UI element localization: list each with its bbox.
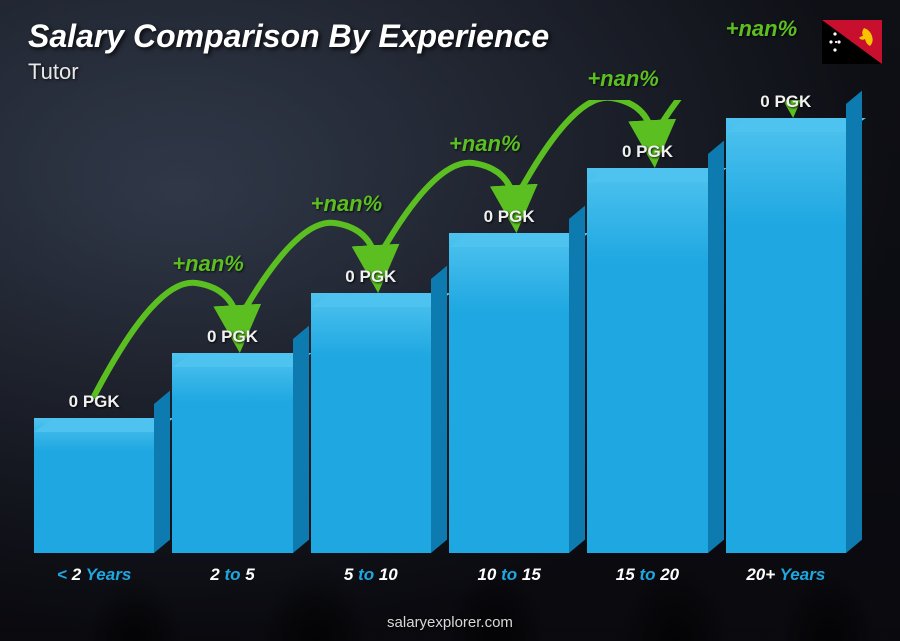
bar-slot: 0 PGK [311, 267, 431, 553]
bar-slot: 0 PGK [34, 392, 154, 553]
chart-subtitle: Tutor [28, 59, 549, 85]
bar-3d [311, 293, 431, 553]
bar-value-label: 0 PGK [484, 207, 535, 227]
bar-value-label: 0 PGK [207, 327, 258, 347]
category-label: < 2 Years [34, 565, 154, 585]
chart-area: +nan%+nan%+nan%+nan%+nan% 0 PGK0 PGK0 PG… [30, 100, 850, 581]
bar-side-face [431, 266, 447, 553]
bar-front-face [34, 418, 154, 553]
bar-slot: 0 PGK [587, 142, 707, 553]
category-labels-row: < 2 Years 2 to 5 5 to 10 10 to 15 15 to 20 20… [30, 565, 850, 585]
category-label: 20+ Years [726, 565, 846, 585]
bar-value-label: 0 PGK [760, 92, 811, 112]
bar-top-face [172, 353, 312, 367]
bar-front-face [311, 293, 431, 553]
bar-value-label: 0 PGK [69, 392, 120, 412]
bar-side-face [154, 391, 170, 553]
bar-value-label: 0 PGK [622, 142, 673, 162]
bar-front-face [449, 233, 569, 553]
chart-title: Salary Comparison By Experience [28, 18, 549, 55]
bar-side-face [293, 326, 309, 553]
bar-side-face [569, 206, 585, 553]
category-label: 5 to 10 [311, 565, 431, 585]
bar-front-face [587, 168, 707, 553]
papua-new-guinea-flag-icon [822, 20, 882, 64]
bar-top-face [587, 168, 727, 182]
bar-side-face [708, 141, 724, 553]
bar-3d [449, 233, 569, 553]
footer-credit: salaryexplorer.com [0, 614, 900, 631]
bar-slot: 0 PGK [172, 327, 292, 553]
bar-top-face [726, 118, 866, 132]
bar-value-label: 0 PGK [345, 267, 396, 287]
bar-front-face [172, 353, 292, 553]
title-block: Salary Comparison By Experience Tutor [28, 18, 549, 85]
bar-side-face [846, 91, 862, 553]
category-label: 10 to 15 [449, 565, 569, 585]
category-label: 2 to 5 [172, 565, 292, 585]
bar-3d [34, 418, 154, 553]
bar-slot: 0 PGK [449, 207, 569, 553]
bar-3d [726, 118, 846, 553]
bar-slot: 0 PGK [726, 92, 846, 553]
bar-3d [172, 353, 292, 553]
bars-container: 0 PGK0 PGK0 PGK0 PGK0 PGK0 PGK [30, 113, 850, 553]
bar-3d [587, 168, 707, 553]
bar-top-face [311, 293, 451, 307]
category-label: 15 to 20 [587, 565, 707, 585]
bar-front-face [726, 118, 846, 553]
